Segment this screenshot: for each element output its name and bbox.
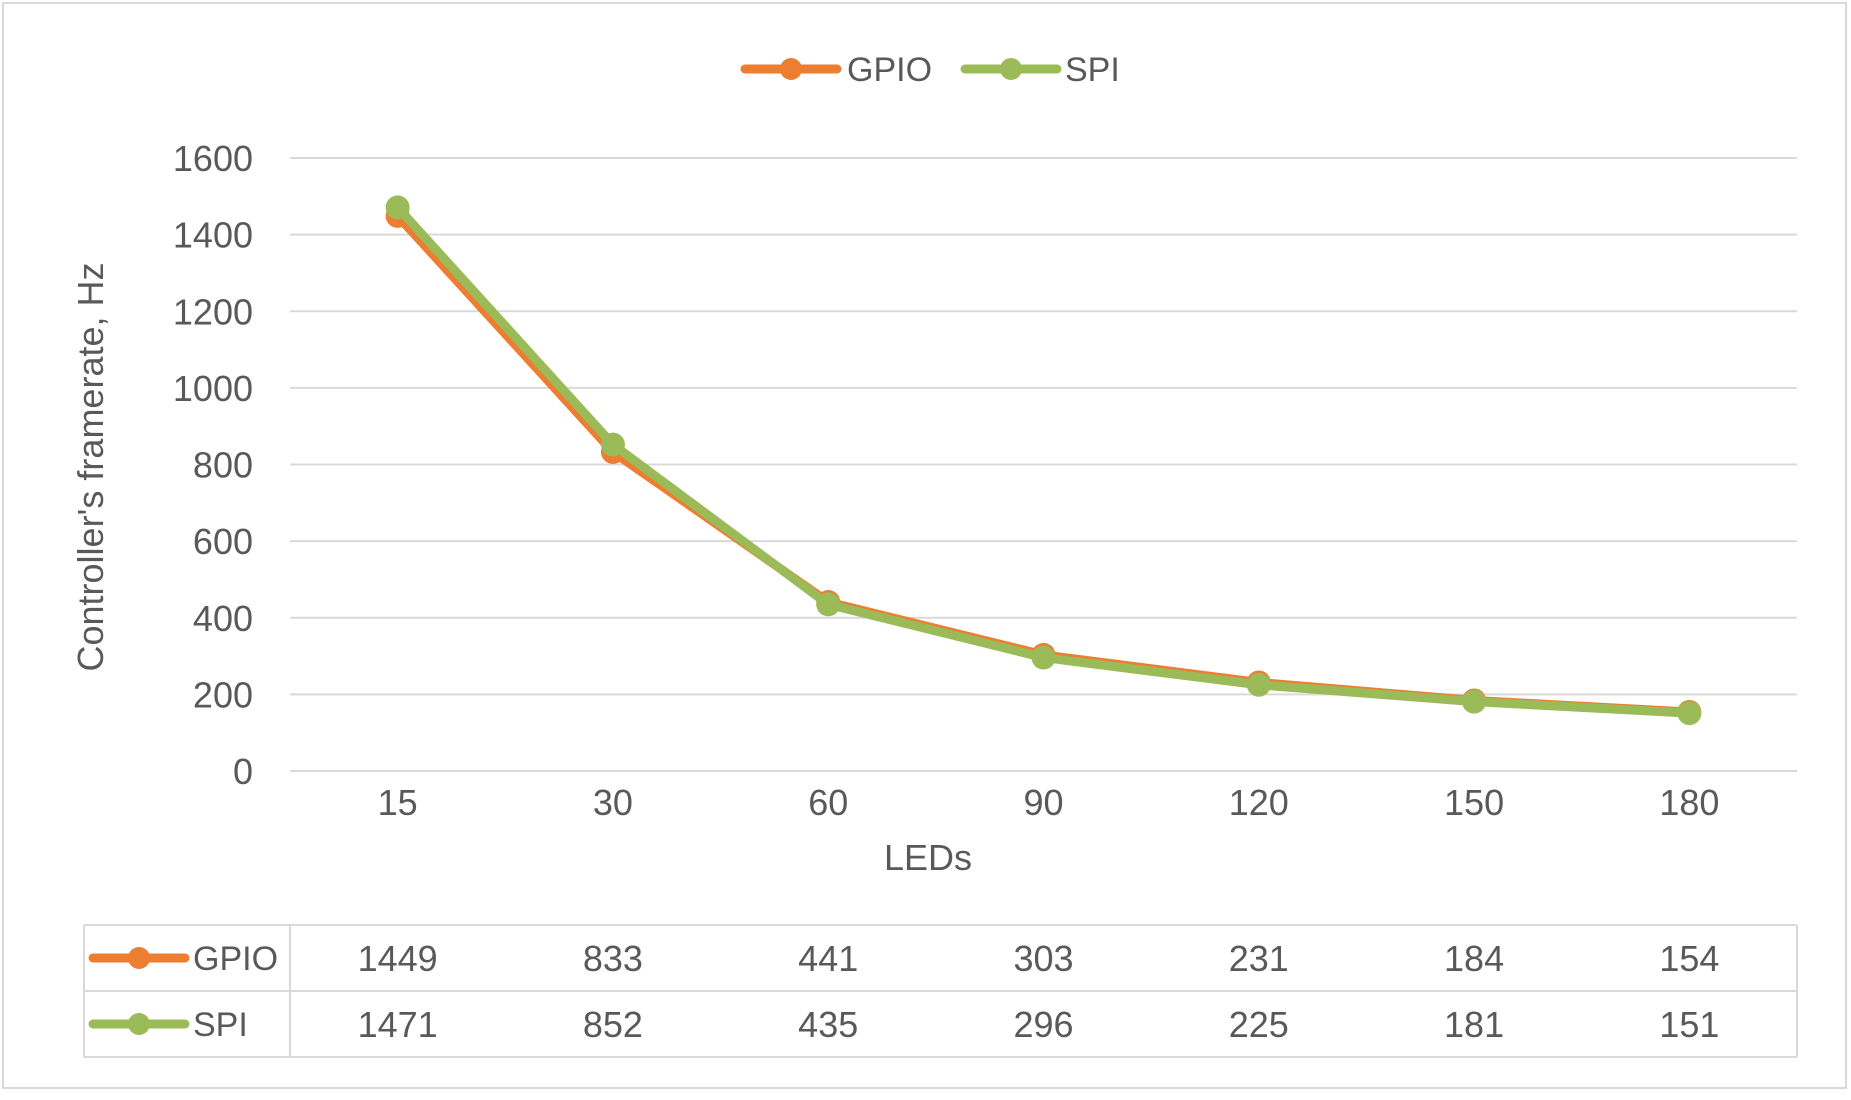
y-tick-label: 600 <box>193 521 253 562</box>
x-tick-label: 150 <box>1444 782 1504 823</box>
data-point <box>1462 689 1487 714</box>
data-point <box>1031 645 1056 670</box>
x-tick-label: 30 <box>593 782 633 823</box>
legend-item: SPI <box>960 51 1120 89</box>
legend: GPIO SPI <box>740 51 1120 89</box>
data-point <box>1246 672 1271 697</box>
y-axis-ticks: 0 200 400 600 800 1000 1200 1400 1600 <box>173 138 253 792</box>
y-tick-label: 1400 <box>173 215 253 256</box>
legend-label: GPIO <box>847 51 932 89</box>
x-tick-label: 15 <box>378 782 418 823</box>
table-row: SPI 1471 852 435 296 225 181 151 <box>88 1004 1719 1045</box>
data-point <box>385 195 410 220</box>
y-tick-label: 800 <box>193 445 253 486</box>
table-cell: 154 <box>1659 938 1719 979</box>
table-cell: 181 <box>1444 1004 1504 1045</box>
table-cell: 852 <box>583 1004 643 1045</box>
legend-swatch-marker <box>1000 58 1022 80</box>
x-axis-label: LEDs <box>884 837 972 878</box>
x-tick-label: 120 <box>1229 782 1289 823</box>
data-table: GPIO 1449 833 441 303 231 184 154 SPI 1471 852 435 2… <box>83 924 1798 1058</box>
x-tick-label: 90 <box>1023 782 1063 823</box>
table-cell: 296 <box>1013 1004 1073 1045</box>
x-tick-label: 180 <box>1659 782 1719 823</box>
table-row-label: SPI <box>193 1006 248 1044</box>
table-row: GPIO 1449 833 441 303 231 184 154 <box>88 938 1719 979</box>
data-point <box>1677 701 1702 726</box>
x-tick-label: 60 <box>808 782 848 823</box>
y-tick-label: 200 <box>193 674 253 715</box>
y-tick-label: 0 <box>233 751 253 792</box>
legend-label: SPI <box>1065 51 1120 89</box>
table-cell: 1471 <box>358 1004 438 1045</box>
table-legend-marker <box>128 1013 150 1035</box>
y-tick-label: 400 <box>193 598 253 639</box>
table-row-label: GPIO <box>193 940 278 978</box>
table-cell: 435 <box>798 1004 858 1045</box>
table-cell: 151 <box>1659 1004 1719 1045</box>
table-cell: 184 <box>1444 938 1504 979</box>
table-cell: 441 <box>798 938 858 979</box>
series-spi <box>385 195 1702 726</box>
data-point <box>816 592 841 617</box>
y-tick-label: 1200 <box>173 291 253 332</box>
y-tick-label: 1000 <box>173 368 253 409</box>
table-cell: 231 <box>1229 938 1289 979</box>
series-lines <box>385 195 1702 726</box>
legend-swatch-marker <box>780 58 802 80</box>
gridlines <box>290 157 1797 772</box>
y-tick-label: 1600 <box>173 138 253 179</box>
table-cell: 225 <box>1229 1004 1289 1045</box>
table-legend-marker <box>128 947 150 969</box>
data-point <box>600 432 625 457</box>
legend-item: GPIO <box>740 51 932 89</box>
table-cell: 1449 <box>358 938 438 979</box>
y-axis-label: Controller's framerate, Hz <box>70 263 111 672</box>
x-axis-ticks: 15 30 60 90 120 150 180 <box>378 782 1720 823</box>
table-cell: 303 <box>1013 938 1073 979</box>
table-cell: 833 <box>583 938 643 979</box>
